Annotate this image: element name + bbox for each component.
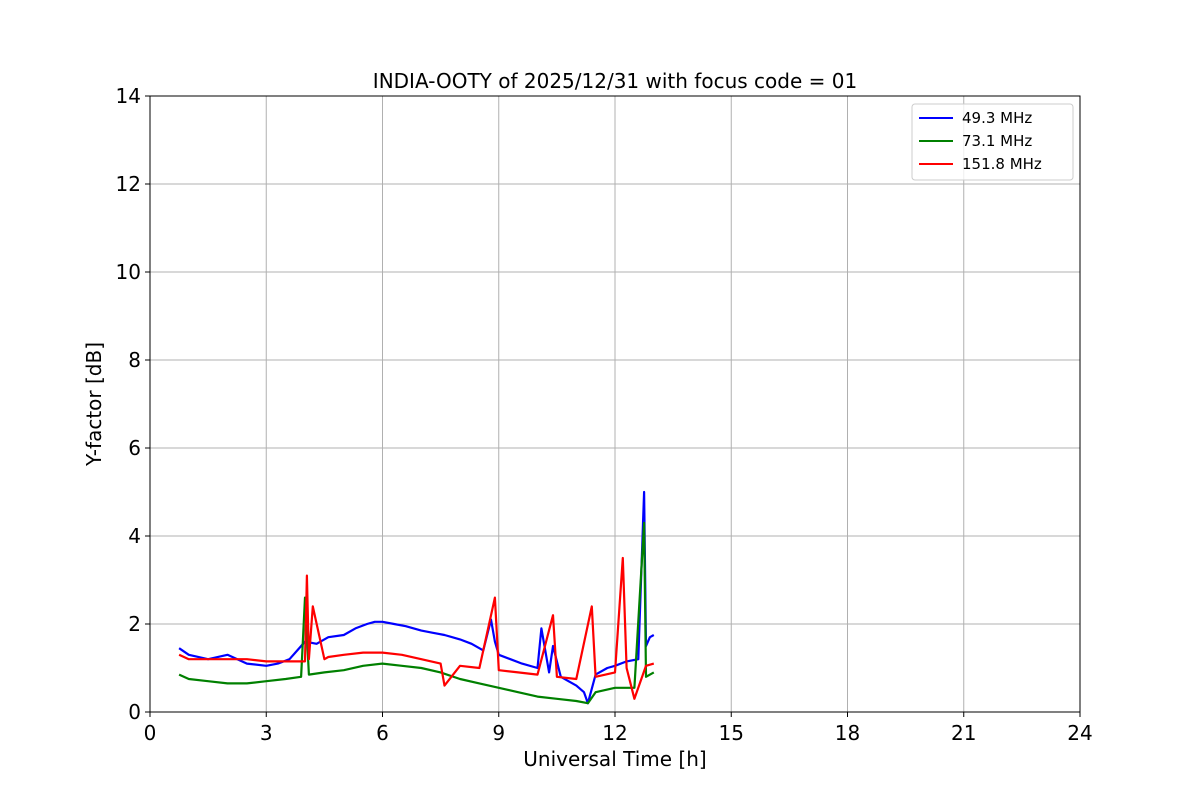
x-axis-label: Universal Time [h] [523,747,706,771]
x-tick-label: 6 [376,721,389,745]
legend-label: 49.3 MHz [962,109,1032,127]
x-tick-label: 9 [492,721,505,745]
legend-label: 151.8 MHz [962,155,1042,173]
x-tick-label: 15 [719,721,744,745]
series-line-151-8-mhz [178,556,655,700]
x-tick-label: 24 [1067,721,1092,745]
y-tick-label: 6 [128,436,141,460]
legend: 49.3 MHz 73.1 MHz 151.8 MHz [911,103,1074,181]
chart-title: INDIA-OOTY of 2025/12/31 with focus code… [373,69,857,93]
y-tick-label: 0 [128,700,141,724]
y-tick-label: 2 [128,612,141,636]
x-tick-label: 12 [602,721,627,745]
series-line-73-1-mhz [178,521,655,705]
x-tick-label: 3 [260,721,273,745]
y-axis-label: Y-factor [dB] [82,342,106,467]
series-line-49-3-mhz [178,490,655,705]
y-tick-label: 12 [116,172,141,196]
x-tick-label: 0 [144,721,157,745]
y-tick-label: 14 [116,84,141,108]
legend-label: 73.1 MHz [962,132,1032,150]
y-tick-label: 10 [116,260,141,284]
y-tick-label: 4 [128,524,141,548]
series-lines [178,490,655,705]
x-tick-label: 18 [835,721,860,745]
legend-box [911,103,1074,181]
x-tick-label: 21 [951,721,976,745]
y-tick-label: 8 [128,348,141,372]
